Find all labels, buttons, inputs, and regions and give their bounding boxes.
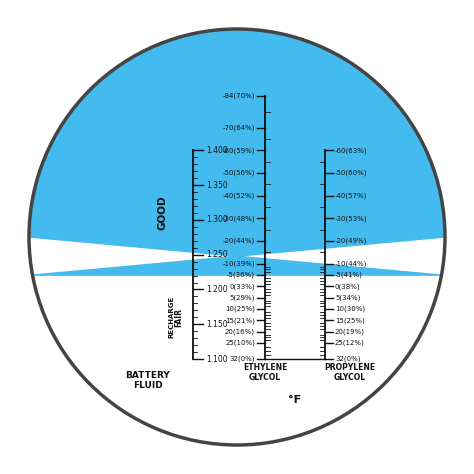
- Text: -50(56%): -50(56%): [223, 170, 255, 176]
- Text: -30(48%): -30(48%): [222, 215, 255, 222]
- Text: 1.350: 1.350: [206, 181, 228, 190]
- Text: 0(38%): 0(38%): [335, 283, 361, 290]
- Text: -10(39%): -10(39%): [222, 261, 255, 267]
- Text: 25(12%): 25(12%): [335, 340, 365, 346]
- Text: 1.200: 1.200: [206, 285, 228, 294]
- Text: 1.400: 1.400: [206, 146, 228, 155]
- Text: -10(44%): -10(44%): [335, 261, 367, 267]
- Text: 1.100: 1.100: [206, 355, 228, 364]
- Text: -60(59%): -60(59%): [222, 147, 255, 154]
- Text: °F: °F: [289, 395, 301, 405]
- Text: 1.250: 1.250: [206, 250, 228, 259]
- Text: 5(29%): 5(29%): [229, 294, 255, 301]
- Text: 20(19%): 20(19%): [335, 328, 365, 335]
- Polygon shape: [29, 29, 445, 275]
- Text: -84(70%): -84(70%): [222, 93, 255, 99]
- Text: 32(0%): 32(0%): [335, 356, 361, 362]
- Text: -5(41%): -5(41%): [335, 272, 363, 278]
- Text: BATTERY
FLUID: BATTERY FLUID: [126, 371, 170, 391]
- Text: -60(63%): -60(63%): [335, 147, 368, 154]
- Text: 15(25%): 15(25%): [335, 317, 365, 324]
- Text: -70(64%): -70(64%): [222, 125, 255, 131]
- Text: -30(53%): -30(53%): [335, 215, 367, 222]
- Text: -50(60%): -50(60%): [335, 170, 367, 176]
- Text: -20(49%): -20(49%): [335, 238, 367, 245]
- Text: -40(57%): -40(57%): [335, 192, 367, 199]
- Text: GOOD: GOOD: [158, 195, 168, 230]
- Text: 1.150: 1.150: [206, 320, 228, 329]
- Text: FAIR: FAIR: [174, 308, 183, 327]
- Text: 25(10%): 25(10%): [225, 340, 255, 346]
- Text: 5(34%): 5(34%): [335, 294, 360, 301]
- Text: 10(25%): 10(25%): [225, 306, 255, 312]
- Text: 15(21%): 15(21%): [225, 317, 255, 324]
- Text: 0(33%): 0(33%): [229, 283, 255, 290]
- Text: 10(30%): 10(30%): [335, 306, 365, 312]
- Text: -20(44%): -20(44%): [223, 238, 255, 245]
- Text: RECHARGE: RECHARGE: [168, 296, 174, 338]
- Text: PROPYLENE
GLYCOL: PROPYLENE GLYCOL: [324, 363, 375, 383]
- Text: ETHYLENE
GLYCOL: ETHYLENE GLYCOL: [243, 363, 287, 383]
- Text: 32(0%): 32(0%): [229, 356, 255, 362]
- Circle shape: [29, 29, 445, 445]
- Text: 1.300: 1.300: [206, 216, 228, 225]
- Text: -40(52%): -40(52%): [223, 192, 255, 199]
- Text: -5(36%): -5(36%): [227, 272, 255, 278]
- Text: 20(16%): 20(16%): [225, 328, 255, 335]
